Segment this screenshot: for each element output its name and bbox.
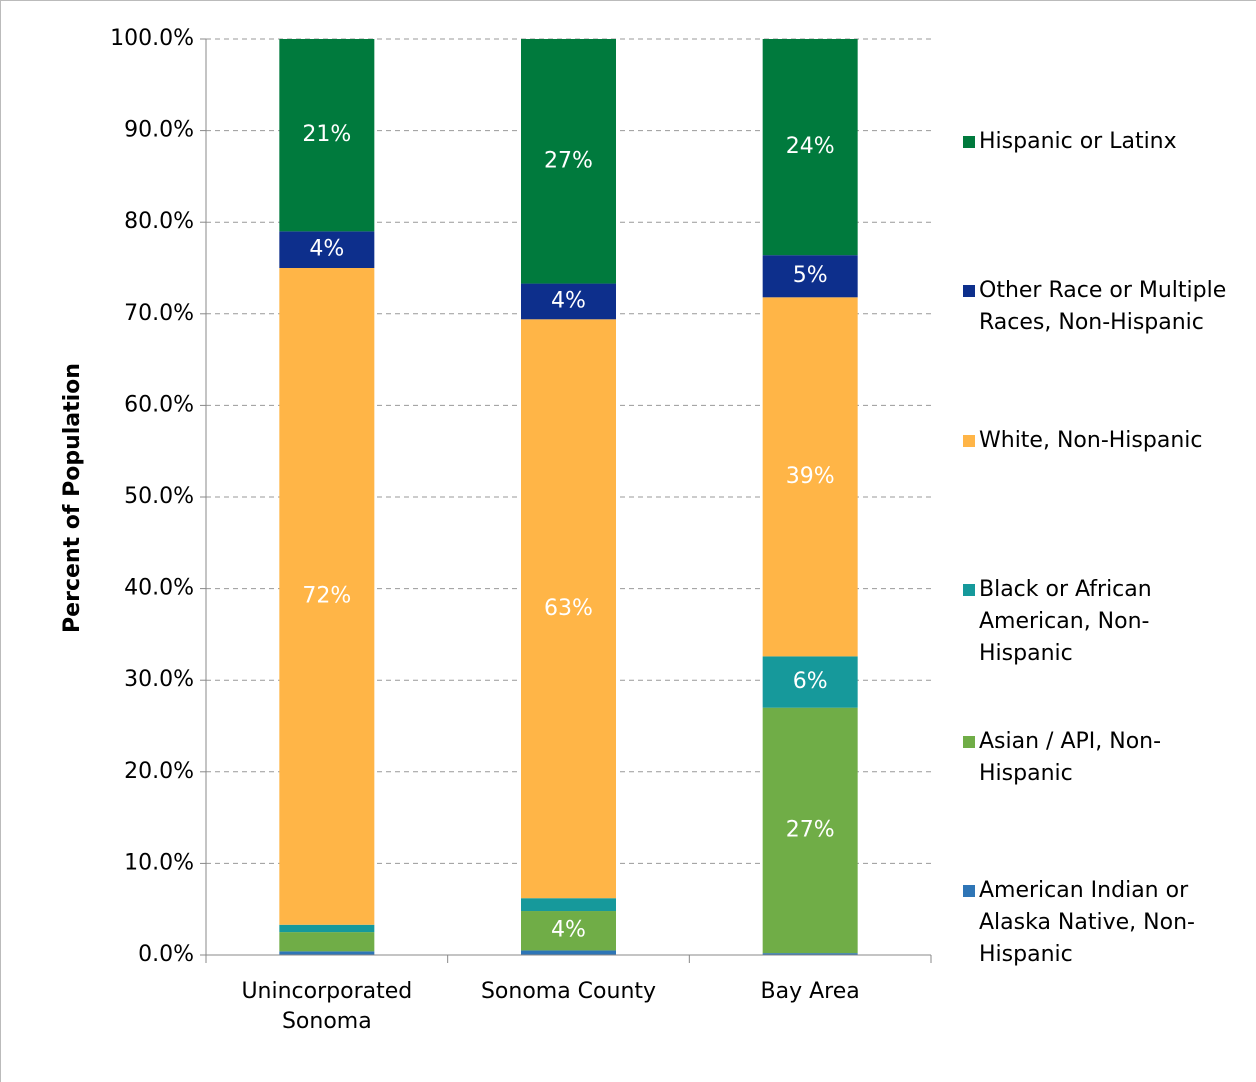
legend-swatch [963,435,975,447]
legend-swatch [963,136,975,148]
legend-item: Hispanic or Latinx [963,126,1243,158]
data-label: 4% [551,288,586,313]
y-tick-label: 80.0% [124,209,194,234]
bar-segment [521,39,616,284]
legend-label: White, Non-Hispanic [979,428,1203,453]
data-label: 6% [793,669,828,694]
bar-segment [521,911,616,951]
x-tick-label: Unincorporated Sonoma [241,979,413,1034]
bar-segment [279,231,375,268]
legend-swatch [963,736,975,748]
y-tick-label: 50.0% [124,484,194,509]
legend-label: Hispanic or Latinx [979,129,1177,154]
data-label: 4% [551,918,586,943]
bar-segment [762,255,858,298]
legend-label: Other Race or Multiple Races, Non-Hispan… [979,278,1227,335]
bar-segment [521,319,616,899]
legend-item: White, Non-Hispanic [963,425,1243,457]
bar-segment [279,39,375,232]
data-label: 4% [309,237,344,262]
data-label: 27% [544,148,593,173]
legend-label: Black or African American, Non-Hispanic [979,577,1152,666]
y-tick-label: 100.0% [110,26,194,51]
y-tick-label: 30.0% [124,667,194,692]
y-tick-label: 10.0% [124,850,194,875]
legend-swatch [963,584,975,596]
bar-segment [762,297,858,657]
bar-segment [279,932,375,952]
x-tick-label: Bay Area [760,979,860,1004]
data-label: 63% [544,596,593,621]
bar-segment [279,924,375,933]
bar-segment [279,951,375,955]
y-tick-label: 40.0% [124,576,194,601]
bar-segment [521,283,616,320]
legend-item: Other Race or Multiple Races, Non-Hispan… [963,275,1243,339]
data-label: 5% [793,263,828,288]
x-tick-label: Sonoma County [480,979,657,1004]
legend-swatch [963,885,975,897]
bar-segment [521,898,616,912]
y-tick-label: 0.0% [138,942,194,967]
y-tick-label: 20.0% [124,759,194,784]
y-tick-label: 60.0% [124,392,194,417]
data-label: 24% [786,134,835,159]
legend-item: Black or African American, Non-Hispanic [963,574,1243,670]
legend-label: American Indian or Alaska Native, Non-Hi… [979,878,1195,967]
bar-segment [762,707,858,954]
data-label: 21% [302,122,351,147]
data-label: 27% [786,817,835,842]
legend-item: Asian / API, Non-Hispanic [963,726,1243,790]
data-label: 39% [786,464,835,489]
legend-item: American Indian or Alaska Native, Non-Hi… [963,875,1243,971]
bar-segment [521,950,616,955]
y-tick-label: 70.0% [124,301,194,326]
bar-segment [762,953,858,955]
legend-swatch [963,285,975,297]
bar-segment [762,39,858,256]
y-axis-title: Percent of Population [60,363,85,633]
y-tick-label: 90.0% [124,118,194,143]
bar-segment [279,268,375,925]
data-label: 72% [302,583,351,608]
legend-label: Asian / API, Non-Hispanic [979,729,1162,786]
bar-segment [762,656,858,708]
